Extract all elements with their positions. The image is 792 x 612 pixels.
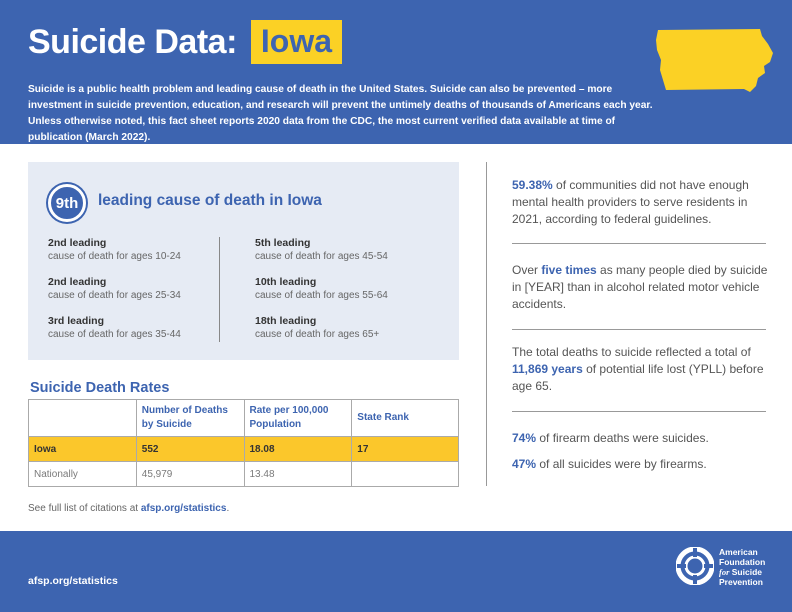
page-title: Suicide Data: Iowa [28,20,343,64]
stat-mental-health: 59.38% of communities did not have enoug… [512,177,768,228]
table-cell [351,461,459,487]
column-divider [219,237,220,342]
table-cell: 552 [135,436,245,462]
logo-line-text: Suicide [729,567,762,577]
cause-rank: 2nd leading [48,237,107,249]
stat-text: of potential life lost (YPLL) before age… [512,362,764,393]
cause-rank: 2nd leading [48,276,107,288]
cause-item: 2nd leading cause of death for ages 25-3… [48,275,238,303]
cause-item: 10th leading cause of death for ages 55-… [255,275,445,303]
cause-rank: 5th leading [255,237,311,249]
logo-line: American [719,547,758,557]
cause-rank: 18th leading [255,315,317,327]
stat-text: as many people died by suicide in [YEAR]… [512,263,768,311]
header-banner: Suicide Data: Iowa Suicide is a public h… [0,0,792,144]
intro-paragraph: Suicide is a public health problem and l… [28,84,653,143]
logo-line-italic: for [719,567,730,577]
cause-desc: cause of death for ages 10-24 [48,251,181,262]
stat-highlight: 11,869 years [512,362,583,376]
cause-desc: cause of death for ages 35-44 [48,329,181,340]
citation-text: See full list of citations at [28,503,139,514]
logo-line: Foundation [719,557,766,567]
cause-rank: 10th leading [255,276,317,288]
table-cell: Nationally [28,461,137,487]
rates-table: Number of Deaths by Suicide Rate per 100… [28,399,459,487]
stat-highlight: five times [541,263,597,277]
rates-title: Suicide Death Rates [30,380,170,396]
lifebuoy-logo-icon [676,547,714,585]
table-header-cell: Number of Deaths by Suicide [135,399,245,437]
stat-divider [512,243,766,244]
cause-desc: cause of death for ages 55-64 [255,290,388,301]
footer-link[interactable]: afsp.org/statistics [28,575,118,587]
stat-divider [512,329,766,330]
cause-of-death-panel: 9th leading cause of death in Iowa 2nd l… [28,162,459,360]
stat-divider [512,411,766,412]
stat-motor-vehicle: Over five times as many people died by s… [512,262,768,313]
stat-text: The total deaths to suicide reflected a … [512,345,751,359]
logo-line: for Suicide [719,567,765,577]
stat-text: of firearm deaths were suicides. [536,431,709,445]
table-header-row: Number of Deaths by Suicide Rate per 100… [28,399,459,437]
table-cell: 17 [351,436,459,462]
table-cell: 13.48 [243,461,353,487]
citation-note: See full list of citations at afsp.org/s… [28,503,229,514]
cause-item: 18th leading cause of death for ages 65+ [255,314,445,342]
table-row-iowa: Iowa 552 18.08 17 [28,436,459,462]
table-header-cell [28,399,137,437]
rank-badge: 9th [48,184,86,222]
logo-wordmark: American Foundation for Suicide Preventi… [719,547,765,587]
table-cell: 45,979 [135,461,245,487]
stat-firearm-suicides: 47% of all suicides were by firearms. [512,456,768,473]
citation-link[interactable]: afsp.org/statistics [140,503,227,514]
stat-text: Over [512,263,542,277]
title-text: Suicide Data: [28,22,237,61]
cause-item: 3rd leading cause of death for ages 35-4… [48,314,238,342]
table-header-cell: State Rank [351,399,459,437]
iowa-map-icon [656,29,773,92]
cause-desc: cause of death for ages 25-34 [48,290,181,301]
stat-ypll: The total deaths to suicide reflected a … [512,344,768,395]
stat-highlight: 47% [512,457,537,471]
stat-text: of communities did not have enough menta… [512,178,749,226]
cause-desc: cause of death for ages 65+ [255,329,380,340]
stat-firearm-deaths: 74% of firearm deaths were suicides. [512,430,768,447]
cause-item: 5th leading cause of death for ages 45-5… [255,236,445,264]
stat-highlight: 59.38% [512,178,553,192]
table-cell: Iowa [28,436,137,462]
logo-line: Prevention [719,577,763,587]
citation-end: . [226,503,230,514]
cause-heading: leading cause of death in Iowa [98,192,322,209]
table-cell: 18.08 [243,436,353,462]
stat-highlight: 74% [512,431,537,445]
table-header-cell: Rate per 100,000 Population [243,399,353,437]
stat-text: of all suicides were by firearms. [536,457,707,471]
cause-rank: 3rd leading [48,315,105,327]
vertical-divider [486,162,487,486]
cause-desc: cause of death for ages 45-54 [255,251,388,262]
footer-banner: afsp.org/statistics American Foundation … [0,531,792,612]
state-name-badge: Iowa [250,20,343,64]
table-row-national: Nationally 45,979 13.48 [28,461,459,487]
cause-item: 2nd leading cause of death for ages 10-2… [48,236,238,264]
